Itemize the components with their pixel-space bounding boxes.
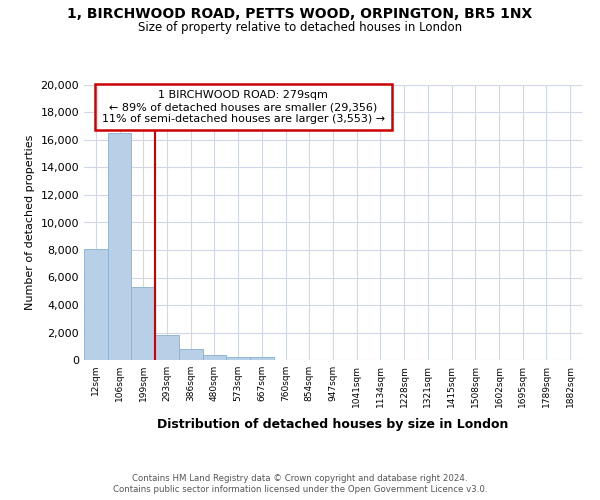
Text: 1, BIRCHWOOD ROAD, PETTS WOOD, ORPINGTON, BR5 1NX: 1, BIRCHWOOD ROAD, PETTS WOOD, ORPINGTON… <box>67 8 533 22</box>
Bar <box>250 357 274 360</box>
Y-axis label: Number of detached properties: Number of detached properties <box>25 135 35 310</box>
Bar <box>108 133 131 360</box>
Bar <box>84 250 108 360</box>
Bar <box>155 334 179 360</box>
Bar <box>203 355 226 360</box>
X-axis label: Distribution of detached houses by size in London: Distribution of detached houses by size … <box>157 418 509 431</box>
Text: 1 BIRCHWOOD ROAD: 279sqm  
← 89% of detached houses are smaller (29,356)
11% of : 1 BIRCHWOOD ROAD: 279sqm ← 89% of detach… <box>102 90 385 124</box>
Bar <box>226 357 250 360</box>
Text: Contains HM Land Registry data © Crown copyright and database right 2024.
Contai: Contains HM Land Registry data © Crown c… <box>113 474 487 494</box>
Bar <box>179 349 203 360</box>
Text: Size of property relative to detached houses in London: Size of property relative to detached ho… <box>138 21 462 34</box>
Bar <box>131 287 155 360</box>
